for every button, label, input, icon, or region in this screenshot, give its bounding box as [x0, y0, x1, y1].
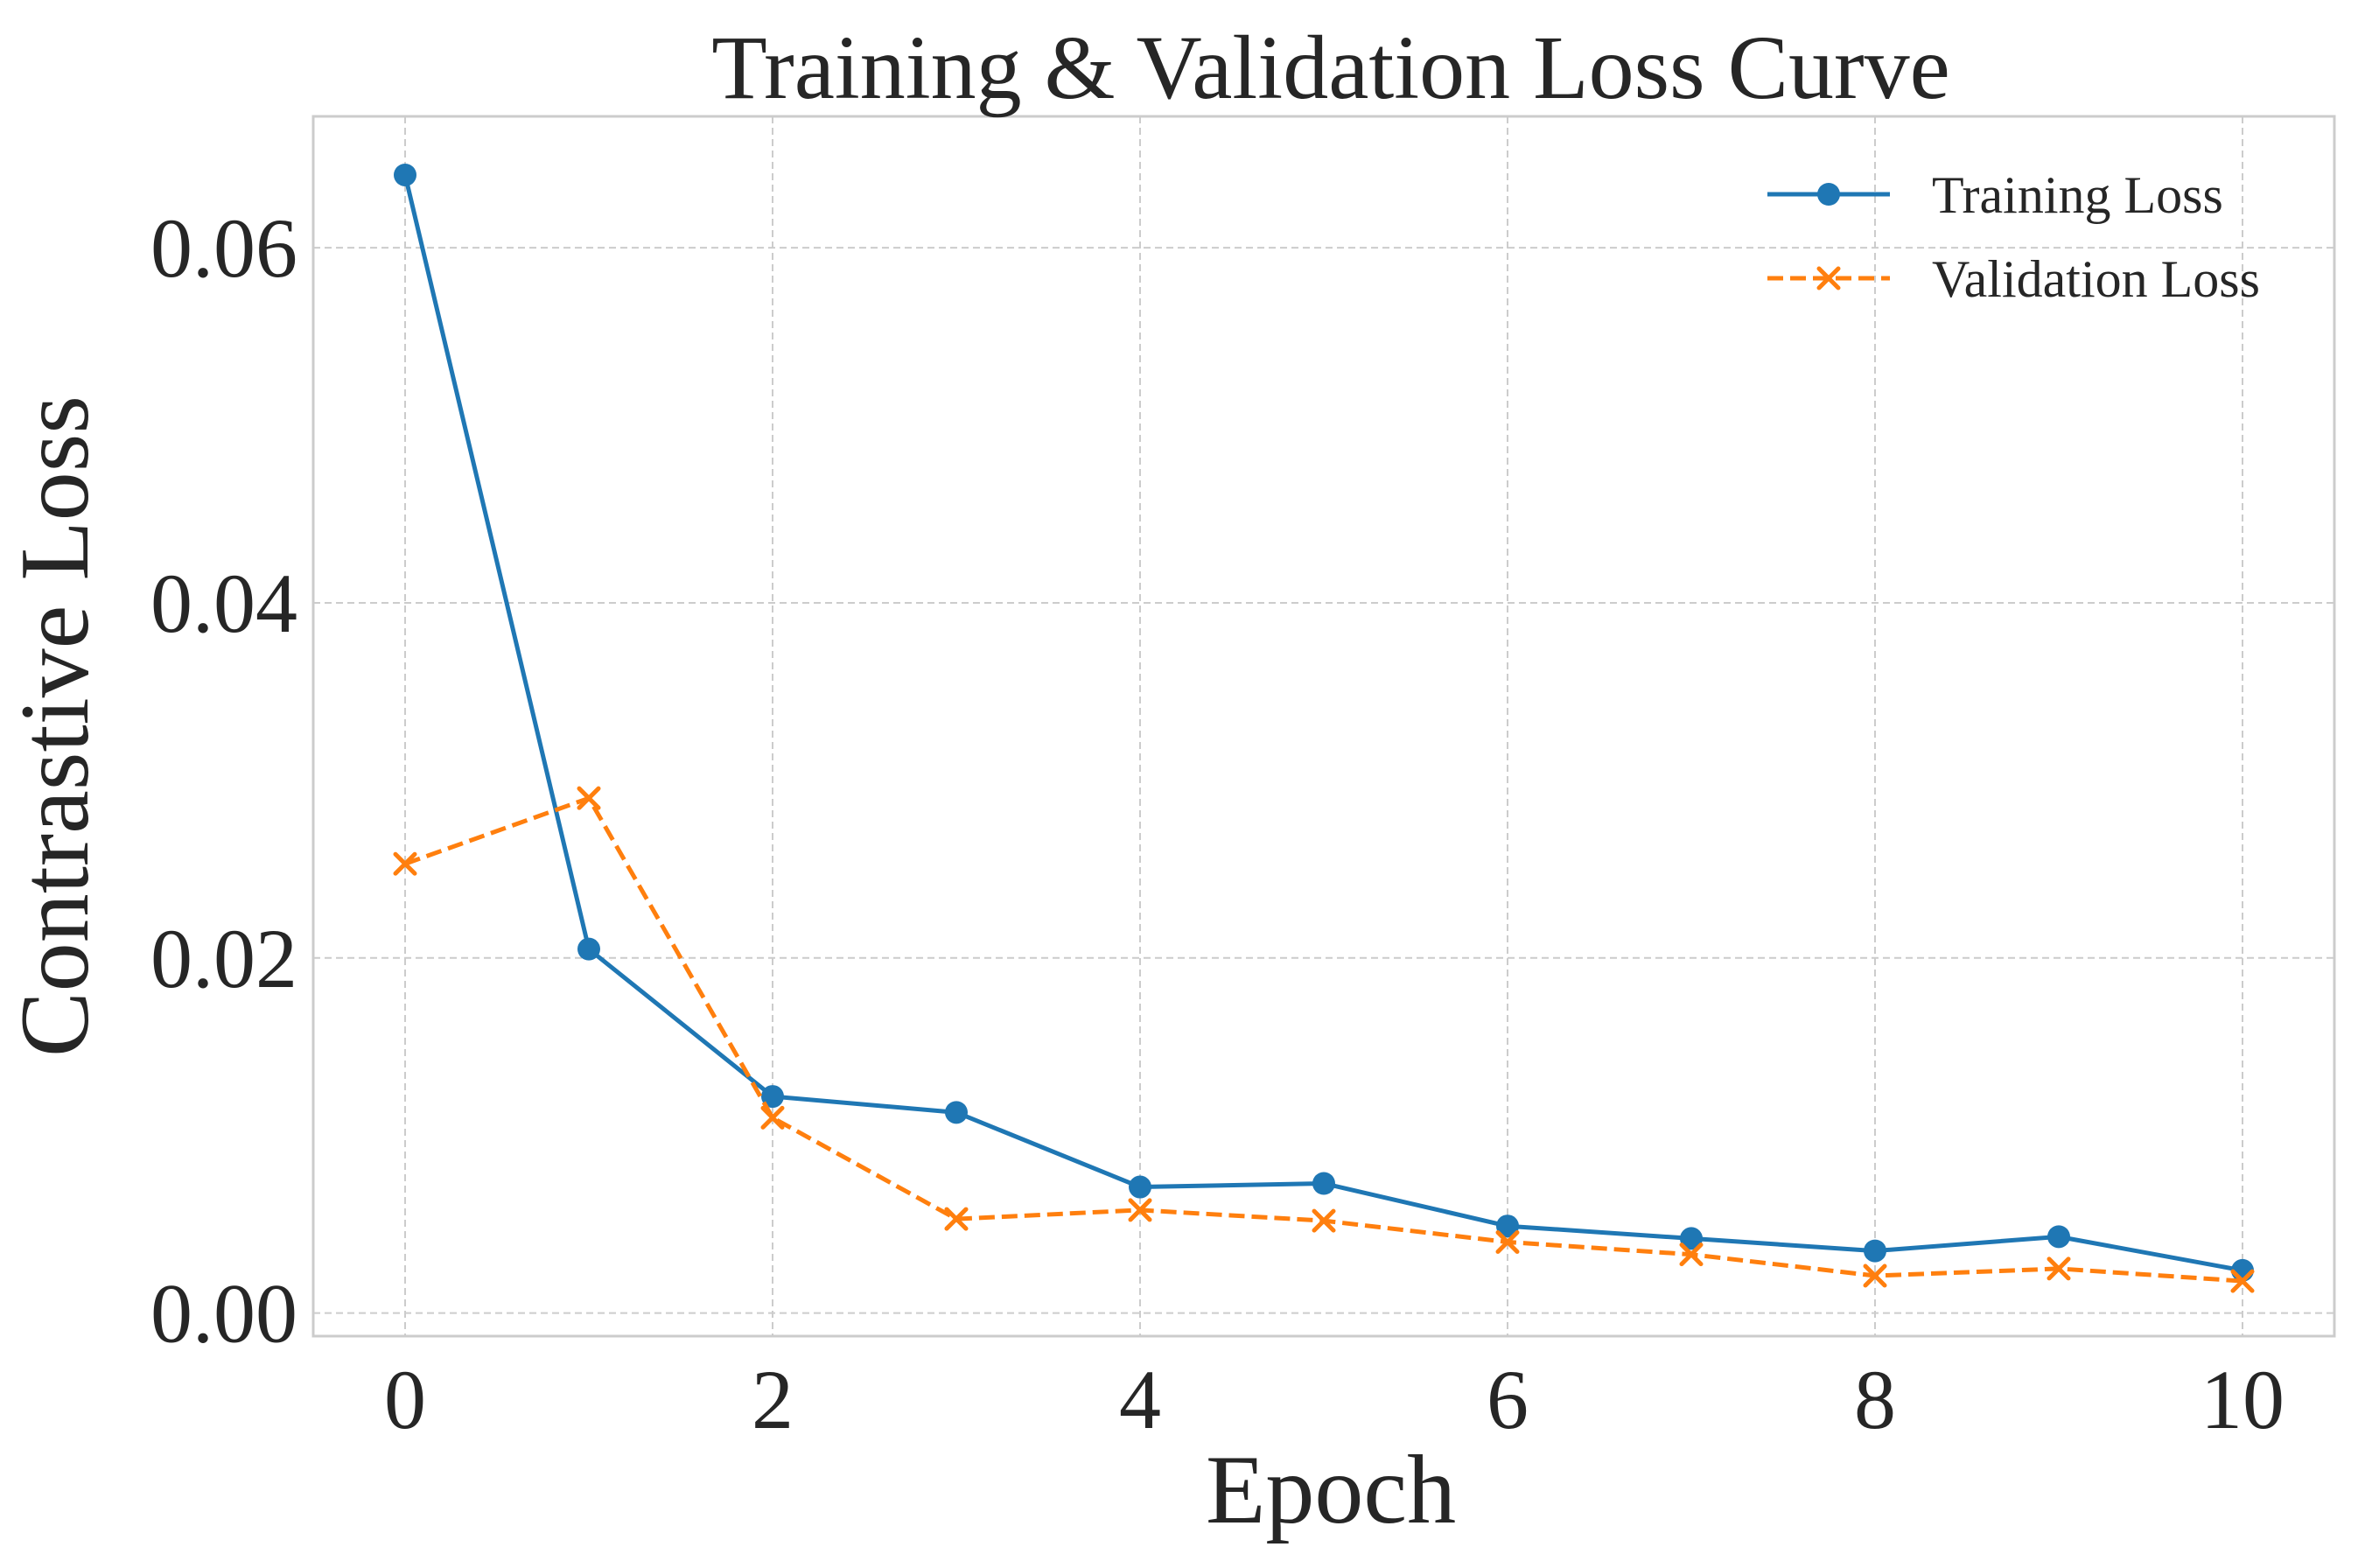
data-point-training-loss [2047, 1225, 2070, 1249]
y-axis-label: Contrastive Loss [1, 396, 109, 1057]
x-tick-label: 0 [384, 1353, 426, 1446]
data-point-validation-loss [2230, 1269, 2255, 1293]
x-tick-label: 6 [1487, 1353, 1529, 1446]
data-point-training-loss [1129, 1175, 1151, 1199]
data-point-training-loss [945, 1101, 968, 1124]
data-point-training-loss [1864, 1239, 1886, 1263]
chart-title: Training & Validation Loss Curve [711, 18, 1950, 118]
data-point-validation-loss [1679, 1242, 1704, 1267]
data-point-validation-loss [1863, 1264, 1887, 1288]
data-point-validation-loss [1128, 1198, 1152, 1222]
x-tick-label: 10 [2201, 1353, 2285, 1446]
data-point-validation-loss [760, 1105, 785, 1130]
y-tick-label: 0.06 [150, 201, 297, 295]
y-tick-label: 0.00 [150, 1267, 297, 1361]
data-point-validation-loss [944, 1207, 969, 1231]
data-point-validation-loss [2047, 1256, 2071, 1281]
data-point-training-loss [761, 1085, 784, 1109]
data-point-validation-loss [1495, 1229, 1520, 1254]
legend-marker-validation [1816, 266, 1841, 290]
data-point-validation-loss [393, 851, 417, 876]
tick-labels: 0 2 4 6 8 10 0.00 0.02 0.04 0.06 [150, 201, 2285, 1446]
data-point-validation-loss [1312, 1208, 1336, 1233]
legend-label-validation: Validation Loss [1932, 250, 2260, 308]
x-tick-label: 8 [1854, 1353, 1896, 1446]
legend: Training Loss Validation Loss [1767, 166, 2260, 308]
data-point-validation-loss [577, 786, 601, 810]
data-point-training-loss [1312, 1172, 1335, 1195]
series-layer [393, 163, 2255, 1293]
legend-x-marker [1816, 266, 1841, 290]
x-tick-label: 2 [752, 1353, 794, 1446]
y-tick-label: 0.02 [150, 912, 297, 1005]
legend-item-validation: Validation Loss [1767, 250, 2260, 308]
legend-item-training: Training Loss [1767, 166, 2223, 224]
data-point-training-loss [394, 163, 416, 186]
data-point-training-loss [577, 937, 600, 961]
grid [313, 116, 2334, 1336]
legend-marker-training [1817, 183, 1840, 206]
y-tick-label: 0.04 [150, 556, 297, 650]
data-point-training-loss [1680, 1227, 1703, 1250]
x-tick-label: 4 [1119, 1353, 1161, 1446]
x-axis-label: Epoch [1206, 1436, 1456, 1544]
plot-frame [311, 115, 2336, 1338]
data-point-training-loss [1496, 1214, 1519, 1238]
legend-label-training: Training Loss [1932, 166, 2223, 224]
